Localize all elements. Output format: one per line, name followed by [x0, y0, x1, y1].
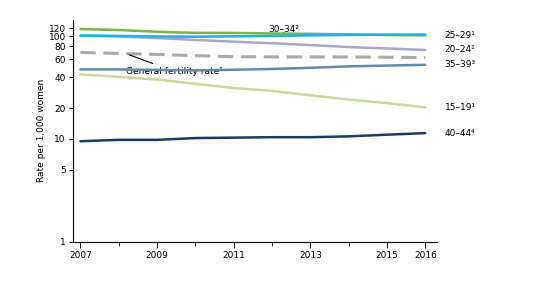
Text: 25–29¹: 25–29¹ [445, 31, 475, 40]
Text: 35–39³: 35–39³ [445, 60, 475, 69]
Text: 30–34²: 30–34² [268, 25, 299, 34]
Text: 40–44⁴: 40–44⁴ [445, 129, 475, 138]
Text: 20–24¹: 20–24¹ [445, 46, 475, 55]
Y-axis label: Rate per 1,000 women: Rate per 1,000 women [37, 79, 46, 182]
Text: General fertility rate¹: General fertility rate¹ [127, 55, 223, 76]
Text: 15–19¹: 15–19¹ [445, 103, 475, 112]
